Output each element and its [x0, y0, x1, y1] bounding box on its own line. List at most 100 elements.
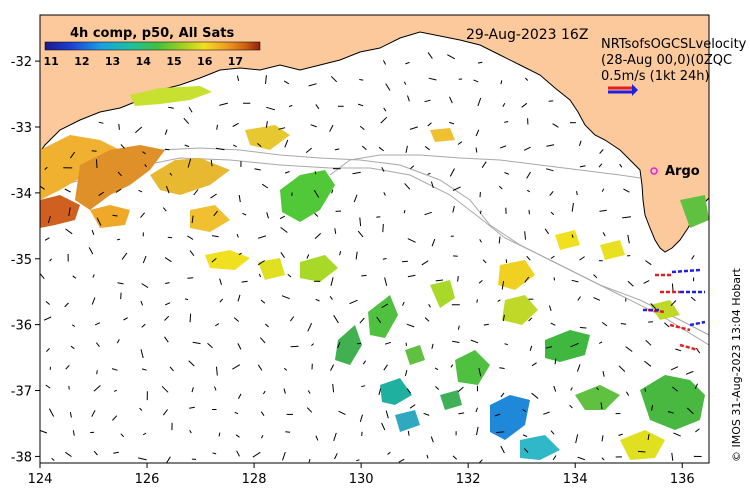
velocity-arrow — [338, 410, 346, 416]
velocity-arrow — [259, 337, 266, 344]
legend-subtitle: (28-Aug 00,0)(0ZQC — [601, 53, 732, 68]
velocity-arrow — [144, 164, 148, 168]
velocity-arrow — [359, 317, 365, 324]
velocity-arrow — [531, 392, 539, 399]
velocity-arrow — [577, 296, 581, 301]
velocity-arrow — [334, 228, 337, 234]
velocity-arrow — [501, 281, 505, 290]
velocity-arrow — [526, 255, 531, 261]
velocity-arrow — [576, 191, 578, 196]
velocity-arrow — [72, 275, 77, 279]
velocity-arrow — [169, 172, 173, 176]
velocity-arrow — [91, 297, 96, 305]
velocity-arrow — [88, 247, 94, 255]
velocity-arrow — [543, 411, 550, 415]
velocity-arrow — [165, 185, 170, 194]
velocity-arrow — [384, 277, 388, 286]
velocity-arrow — [96, 342, 100, 348]
velocity-arrow — [94, 322, 101, 326]
velocity-arrow — [673, 432, 681, 437]
velocity-arrow — [187, 158, 192, 168]
argo-marker — [650, 167, 658, 175]
velocity-arrow — [279, 215, 286, 220]
velocity-arrow — [315, 298, 320, 302]
velocity-arrow — [448, 121, 455, 125]
velocity-arrow — [184, 298, 189, 301]
velocity-arrow — [598, 341, 603, 344]
velocity-arrow — [552, 455, 557, 461]
velocity-arrow — [528, 317, 533, 322]
velocity-arrow — [113, 451, 119, 454]
velocity-arrow — [184, 144, 190, 148]
velocity-arrow — [69, 412, 72, 418]
velocity-arrow — [404, 183, 411, 190]
velocity-arrow — [670, 300, 677, 307]
velocity-arrow — [457, 325, 460, 330]
x-tick-label: 128 — [242, 472, 267, 487]
velocity-arrow — [545, 168, 554, 172]
velocity-arrow — [362, 360, 367, 365]
velocity-arrow — [165, 282, 170, 284]
velocity-arrow — [410, 165, 415, 170]
velocity-arrow — [238, 194, 241, 203]
velocity-arrow — [476, 426, 479, 436]
velocity-arrow — [482, 259, 487, 264]
velocity-arrow — [48, 408, 55, 417]
velocity-arrow — [331, 189, 334, 194]
velocity-arrow — [475, 129, 480, 137]
velocity-arrow — [645, 339, 652, 346]
map-date: 29-Aug-2023 16Z — [466, 27, 588, 43]
velocity-arrow — [64, 302, 69, 308]
velocity-arrow — [361, 145, 367, 151]
velocity-arrow — [435, 279, 444, 282]
velocity-arrow — [189, 406, 195, 409]
velocity-arrow — [192, 341, 201, 345]
velocity-arrow — [496, 431, 505, 434]
velocity-arrow — [479, 210, 482, 214]
velocity-arrow — [183, 117, 190, 125]
bathymetry-contour — [40, 157, 709, 346]
velocity-arrow — [526, 189, 530, 193]
velocity-arrow — [593, 297, 601, 301]
y-tick-label: -38 — [11, 450, 32, 465]
velocity-arrow — [330, 364, 335, 371]
velocity-arrow — [378, 388, 382, 396]
velocity-arrow — [265, 121, 268, 128]
velocity-arrow — [214, 386, 217, 391]
velocity-arrow — [280, 226, 288, 233]
velocity-arrow — [72, 430, 75, 436]
velocity-arrow — [45, 384, 51, 389]
velocity-arrow — [434, 367, 439, 371]
velocity-arrow — [691, 255, 695, 260]
velocity-arrow — [407, 274, 416, 278]
velocity-arrow — [216, 124, 218, 130]
velocity-arrow — [91, 150, 97, 152]
velocity-arrow — [524, 276, 530, 283]
colorbar: 4h comp, p50, All Sats 11 12 13 14 15 16 17 — [43, 26, 261, 68]
velocity-arrow — [424, 146, 430, 151]
velocity-arrow — [664, 322, 670, 328]
velocity-arrow — [435, 386, 440, 390]
velocity-arrow — [333, 432, 337, 442]
velocity-arrow — [266, 106, 276, 111]
velocity-arrow — [137, 457, 147, 461]
velocity-arrow — [353, 194, 358, 203]
velocity-arrow — [134, 126, 143, 134]
velocity-arrow — [359, 414, 363, 423]
velocity-arrow — [359, 217, 362, 227]
velocity-arrow — [504, 172, 510, 175]
velocity-arrow — [579, 256, 585, 261]
velocity-arrow — [333, 315, 339, 324]
velocity-arrow — [219, 298, 224, 303]
velocity-arrow — [398, 458, 405, 463]
velocity-arrow — [409, 404, 416, 409]
colorbar-title: 4h comp, p50, All Sats — [70, 26, 234, 41]
velocity-arrow — [618, 433, 623, 436]
velocity-arrow — [430, 436, 434, 443]
velocity-arrow — [449, 96, 453, 104]
velocity-arrow — [93, 450, 98, 456]
colorbar-tick-label: 12 — [74, 55, 89, 68]
velocity-arrow — [502, 102, 506, 107]
velocity-arrow — [553, 385, 557, 392]
velocity-arrow — [622, 216, 632, 219]
